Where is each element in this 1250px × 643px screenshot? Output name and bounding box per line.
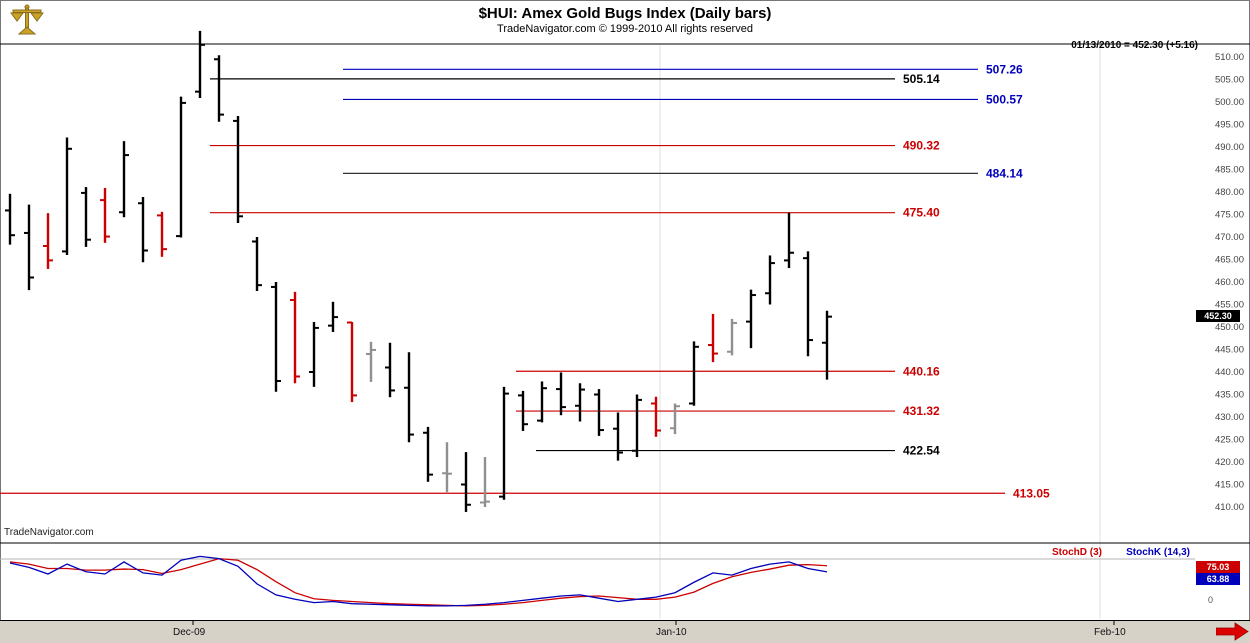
svg-text:507.26: 507.26	[986, 62, 1023, 76]
svg-text:475.40: 475.40	[903, 206, 940, 220]
stoch-zero-axis-label: 0	[1208, 595, 1214, 605]
svg-text:484.14: 484.14	[986, 166, 1023, 180]
svg-text:440.00: 440.00	[1215, 367, 1244, 378]
stochk-value-badge: 63.88	[1196, 573, 1240, 585]
svg-text:450.00: 450.00	[1215, 322, 1244, 333]
time-axis-label-dec: Dec-09	[173, 627, 206, 638]
svg-text:500.00: 500.00	[1215, 97, 1244, 108]
svg-text:480.00: 480.00	[1215, 187, 1244, 198]
svg-text:490.00: 490.00	[1215, 142, 1244, 153]
svg-text:425.00: 425.00	[1215, 435, 1244, 446]
svg-text:430.00: 430.00	[1215, 412, 1244, 423]
svg-text:415.00: 415.00	[1215, 480, 1244, 491]
svg-text:455.00: 455.00	[1215, 300, 1244, 311]
chart-title: $HUI: Amex Gold Bugs Index (Daily bars)	[478, 5, 772, 22]
svg-text:495.00: 495.00	[1215, 120, 1244, 131]
stochd-legend-label: StochD (3)	[1052, 547, 1102, 558]
last-quote-label: 01/13/2010 = 452.30 (+5.16)	[1071, 40, 1198, 51]
svg-text:485.00: 485.00	[1215, 165, 1244, 176]
svg-text:490.32: 490.32	[903, 139, 940, 153]
watermark: TradeNavigator.com	[4, 527, 94, 538]
svg-text:435.00: 435.00	[1215, 390, 1244, 401]
svg-text:510.00: 510.00	[1215, 52, 1244, 63]
svg-text:440.16: 440.16	[903, 364, 940, 378]
svg-text:422.54: 422.54	[903, 444, 940, 458]
svg-text:505.14: 505.14	[903, 72, 940, 86]
time-axis-label-feb: Feb-10	[1094, 627, 1126, 638]
time-axis	[0, 620, 1250, 643]
scroll-right-arrow-icon[interactable]	[1215, 622, 1250, 643]
stochk-legend-label: StochK (14,3)	[1126, 547, 1190, 558]
stochd-value-badge: 75.03	[1196, 561, 1240, 573]
current-price-badge: 452.30	[1196, 310, 1240, 322]
svg-text:460.00: 460.00	[1215, 277, 1244, 288]
chart-subtitle: TradeNavigator.com © 1999-2010 All right…	[497, 23, 753, 35]
svg-text:431.32: 431.32	[903, 404, 940, 418]
svg-text:470.00: 470.00	[1215, 232, 1244, 243]
svg-text:420.00: 420.00	[1215, 457, 1244, 468]
svg-text:475.00: 475.00	[1215, 210, 1244, 221]
svg-text:445.00: 445.00	[1215, 345, 1244, 356]
svg-text:413.05: 413.05	[1013, 486, 1050, 500]
time-axis-label-jan: Jan-10	[656, 627, 687, 638]
svg-text:465.00: 465.00	[1215, 255, 1244, 266]
svg-text:505.00: 505.00	[1215, 75, 1244, 86]
svg-text:500.57: 500.57	[986, 92, 1023, 106]
tradenavigator-scales-logo-icon	[8, 3, 46, 44]
svg-text:410.00: 410.00	[1215, 502, 1244, 513]
